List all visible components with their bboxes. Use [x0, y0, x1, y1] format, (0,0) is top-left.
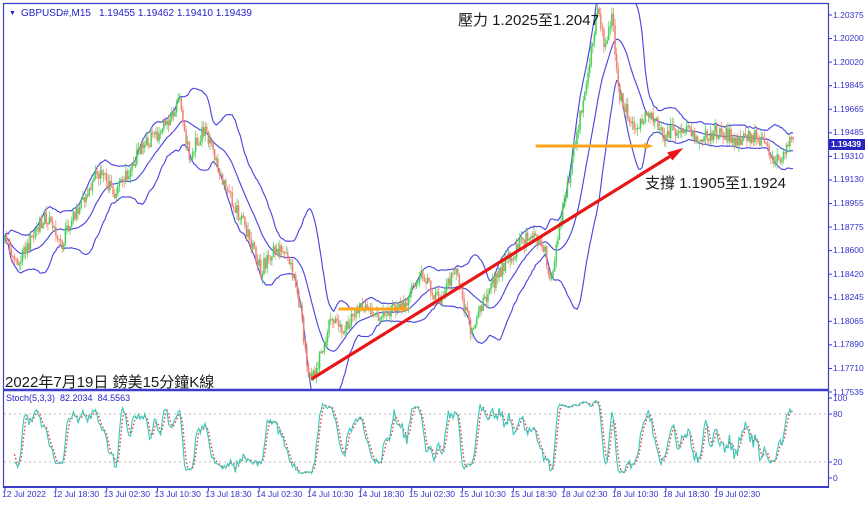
chart-symbol-header: ▼ GBPUSD#,M15 1.19455 1.19462 1.19410 1.19… — [9, 8, 252, 19]
bull-candle-bodies — [4, 8, 791, 381]
price-axis-label: 1.18600 — [833, 245, 864, 256]
price-axis-label: 1.17890 — [833, 339, 864, 350]
stoch-axis[interactable]: 100 80 20 0 — [828, 392, 865, 488]
time-axis-label: 18 Jul 02:30 — [561, 489, 608, 499]
time-axis-label: 12 Jul 18:30 — [52, 489, 100, 499]
bear-candle-bodies — [5, 8, 794, 381]
stoch-name: Stoch(5,3,3) — [6, 393, 56, 403]
resistance-annotation[interactable]: 壓力 1.2025至1.2047 — [458, 12, 599, 29]
stoch-axis-label: 100 — [833, 392, 848, 403]
ohlc-values: 1.19455 1.19462 1.19410 1.19439 — [98, 8, 252, 19]
time-axis-label: 12 Jul 2022 — [2, 489, 46, 499]
time-axis-label: 14 Jul 10:30 — [307, 489, 354, 499]
trend-arrow-head[interactable] — [667, 148, 684, 161]
price-axis-label: 1.18955 — [833, 198, 864, 208]
current-price-tag: 1.19439 — [829, 139, 865, 150]
price-axis-label: 1.19845 — [833, 80, 864, 91]
stoch-axis-label: 20 — [833, 456, 843, 467]
bollinger-lower-band — [4, 79, 794, 389]
symbol-dropdown-icon[interactable]: ▼ — [9, 10, 16, 17]
price-axis-label: 1.17710 — [833, 362, 864, 373]
time-axis-label: 15 Jul 02:30 — [408, 489, 456, 499]
trend-arrow-line[interactable] — [310, 155, 671, 381]
time-axis-label: 19 Jul 02:30 — [713, 489, 761, 499]
stoch-k-value: 82.2034 — [60, 393, 93, 403]
hline-arrow-2-head[interactable] — [644, 142, 654, 150]
price-axis-label: 1.19485 — [833, 127, 864, 138]
hline-arrow-1-head[interactable] — [401, 305, 411, 313]
time-axis-label: 18 Jul 18:30 — [662, 489, 710, 499]
price-axis-label: 1.18775 — [833, 221, 864, 232]
time-axis-label: 13 Jul 10:30 — [154, 489, 201, 499]
stoch-signal-line — [13, 400, 794, 474]
stoch-d-value: 84.5563 — [97, 393, 131, 403]
stoch-main-line — [14, 399, 794, 475]
time-axis-label: 18 Jul 10:30 — [612, 489, 659, 499]
time-axis-label: 15 Jul 18:30 — [510, 489, 557, 499]
price-axis-label: 1.18245 — [833, 292, 864, 303]
stoch-indicator-label: Stoch(5,3,3) 82.2034 84.5563 — [6, 393, 135, 403]
price-axis-label: 1.20200 — [833, 33, 864, 44]
price-axis-label: 1.20020 — [833, 56, 864, 67]
symbol-period-label: GBPUSD#,M15 — [20, 8, 91, 19]
price-axis-label: 1.19310 — [833, 150, 864, 161]
price-axis-label: 1.18420 — [833, 268, 864, 279]
price-axis-label: 1.18065 — [833, 315, 864, 326]
price-axis-label: 1.20375 — [833, 9, 864, 20]
stoch-axis-label: 80 — [833, 408, 843, 419]
time-axis-label: 13 Jul 18:30 — [205, 489, 252, 499]
time-axis-label: 14 Jul 02:30 — [256, 489, 303, 499]
price-axis-label: 1.19130 — [833, 174, 864, 185]
price-axis-label: 1.19665 — [833, 103, 864, 114]
price-axis[interactable]: 1.20375 1.20200 1.20020 1.19845 1.19665 1.194… — [828, 0, 865, 396]
price-axis-label: 1.17535 — [833, 386, 864, 397]
stoch-axis-label: 0 — [833, 472, 838, 483]
time-axis-label: 14 Jul 18:30 — [357, 489, 405, 499]
time-axis-label: 13 Jul 02:30 — [103, 489, 150, 499]
time-axis-label: 15 Jul 10:30 — [459, 489, 506, 499]
time-axis[interactable]: 12 Jul 2022 12 Jul 18:30 13 Jul 02:30 13 Ju… — [0, 488, 865, 505]
date-annotation[interactable]: 2022年7月19日 鎊美15分鐘K線 — [5, 374, 215, 391]
bollinger-middle-band — [4, 38, 794, 352]
support-annotation[interactable]: 支撐 1.1905至1.1924 — [645, 175, 786, 192]
